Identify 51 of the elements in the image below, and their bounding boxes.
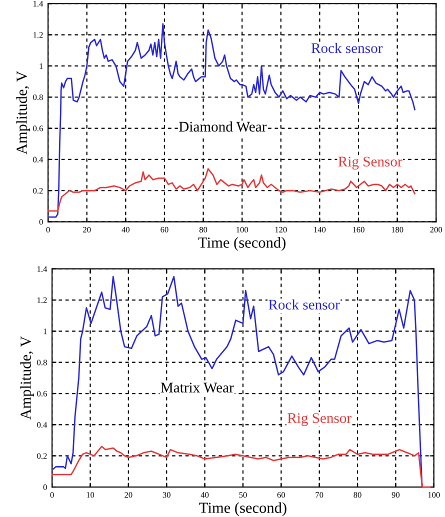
x-tick-label: 90 bbox=[392, 492, 400, 498]
x-tick-label: 80 bbox=[199, 226, 208, 233]
y-tick-label: 0 bbox=[39, 219, 43, 225]
y-tick-label: 0.8 bbox=[37, 360, 47, 366]
y-tick-label: 0.6 bbox=[33, 126, 43, 132]
x-tick-label: 0 bbox=[50, 492, 54, 498]
line-series bbox=[51, 276, 423, 488]
x-tick-label: 180 bbox=[392, 226, 404, 233]
series-label: Rig Sensor bbox=[338, 156, 402, 170]
y-tick-label: 0.2 bbox=[33, 188, 43, 194]
series-label: Rig Sensor bbox=[288, 413, 352, 426]
annotation: Matrix Wear bbox=[160, 382, 234, 393]
x-tick-label: 160 bbox=[352, 226, 364, 233]
y-tick-label: 1 bbox=[40, 63, 43, 69]
series-label: Rock sensor bbox=[311, 42, 383, 54]
y-axis-title: Amplitude, V bbox=[20, 336, 34, 420]
y-tick-label: 1.2 bbox=[34, 32, 43, 38]
x-tick-label: 100 bbox=[428, 492, 440, 498]
x-tick-label: 140 bbox=[314, 226, 326, 233]
x-tick-label: 60 bbox=[160, 226, 168, 233]
y-tick-label: 0.8 bbox=[33, 94, 43, 100]
y-tick-label: 1 bbox=[44, 328, 47, 334]
x-tick-label: 100 bbox=[236, 226, 248, 233]
x-tick-label: 200 bbox=[430, 226, 442, 233]
y-tick-label: 0.6 bbox=[37, 390, 47, 397]
x-axis-title: Time (second) bbox=[199, 502, 286, 516]
y-tick-label: 0 bbox=[43, 484, 47, 490]
x-tick-label: 40 bbox=[122, 226, 130, 233]
line-series bbox=[47, 168, 416, 212]
y-tick-label: 0.2 bbox=[37, 453, 47, 459]
x-tick-label: 70 bbox=[316, 492, 324, 498]
annotation: Diamond Wear bbox=[179, 121, 267, 132]
x-tick-label: 120 bbox=[275, 226, 287, 233]
x-tick-label: 80 bbox=[354, 492, 362, 498]
line-series bbox=[47, 23, 416, 218]
x-tick-label: 20 bbox=[124, 492, 132, 498]
x-tick-label: 50 bbox=[239, 492, 247, 498]
y-tick-label: 1.2 bbox=[38, 297, 47, 304]
series-label: Rock sensor bbox=[268, 299, 340, 310]
x-tick-label: 40 bbox=[200, 492, 209, 498]
x-tick-label: 10 bbox=[86, 492, 94, 498]
x-tick-label: 30 bbox=[162, 492, 170, 498]
y-axis-title: Amplitude, V bbox=[16, 71, 30, 154]
y-tick-label: 0.4 bbox=[37, 422, 48, 428]
x-axis-title: Time (second) bbox=[198, 236, 286, 251]
line-series bbox=[51, 446, 431, 488]
y-tick-label: 0.4 bbox=[33, 156, 44, 162]
y-tick-label: 1.4 bbox=[38, 266, 48, 272]
x-tick-label: 20 bbox=[83, 226, 91, 233]
x-tick-label: 60 bbox=[277, 492, 285, 498]
y-tick-label: 1.4 bbox=[34, 1, 44, 7]
